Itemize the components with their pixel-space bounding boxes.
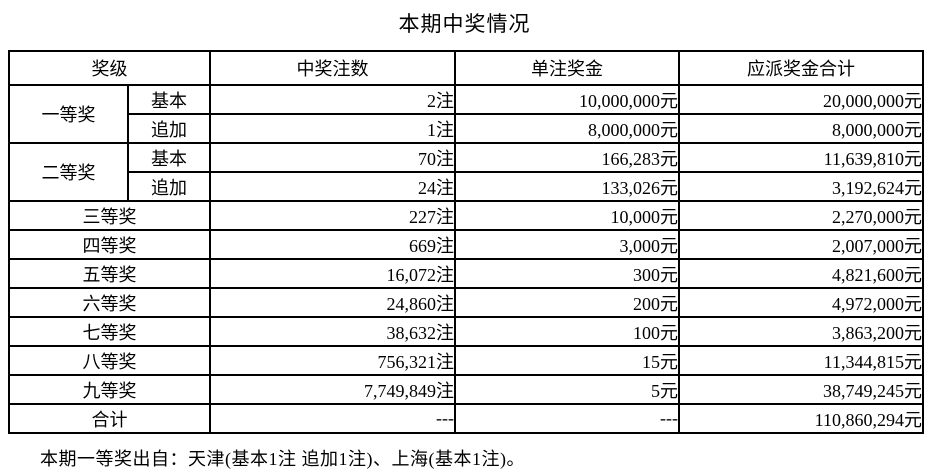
prize-type-cell: 基本 [127,142,211,173]
table-row-total: 合计 --- --- 110,860,294元 [8,403,924,434]
total-prize-cell: 38,749,245元 [678,374,924,405]
winning-count-cell: 16,072注 [209,258,456,289]
header-single-prize: 单注奖金 [454,50,680,86]
single-prize-cell: 10,000元 [454,200,680,231]
single-prize-cell: --- [454,403,680,434]
prize-level-cell: 九等奖 [8,374,211,405]
winning-count-cell: --- [209,403,456,434]
prize-type-cell: 追加 [127,113,211,144]
total-prize-cell: 110,860,294元 [678,403,924,434]
total-prize-cell: 2,007,000元 [678,229,924,260]
table-row: 五等奖 16,072注 300元 4,821,600元 [8,258,924,289]
table-row: 九等奖 7,749,849注 5元 38,749,245元 [8,374,924,405]
winning-count-cell: 24,860注 [209,287,456,318]
winning-count-cell: 756,321注 [209,345,456,376]
prize-level-cell: 八等奖 [8,345,211,376]
header-row: 奖级 中奖注数 单注奖金 应派奖金合计 [8,50,924,86]
prize-level-cell: 三等奖 [8,200,211,231]
total-prize-cell: 2,270,000元 [678,200,924,231]
total-prize-cell: 3,192,624元 [678,171,924,202]
table-row: 一等奖 基本 2注 10,000,000元 20,000,000元 [8,84,924,144]
single-prize-cell: 5元 [454,374,680,405]
prize-level-cell: 一等奖 [8,84,129,144]
prize-level-cell: 六等奖 [8,287,211,318]
table-row: 追加 24注 133,026元 3,192,624元 [9,171,924,202]
winning-count-cell: 38,632注 [209,316,456,347]
header-winning-count: 中奖注数 [209,50,456,86]
single-prize-cell: 10,000,000元 [454,84,680,115]
single-prize-cell: 8,000,000元 [454,113,680,144]
header-prize-level: 奖级 [8,50,211,86]
single-prize-cell: 200元 [454,287,680,318]
winning-count-cell: 70注 [209,142,456,173]
winning-count-cell: 7,749,849注 [209,374,456,405]
page-title: 本期中奖情况 [398,12,531,36]
table-row: 七等奖 38,632注 100元 3,863,200元 [8,316,924,347]
winning-count-cell: 227注 [209,200,456,231]
total-prize-cell: 20,000,000元 [678,84,924,115]
total-prize-cell: 4,972,000元 [678,287,924,318]
winning-count-cell: 669注 [209,229,456,260]
prize-level-cell: 七等奖 [8,316,211,347]
total-prize-cell: 11,344,815元 [678,345,924,376]
prize-level-cell: 五等奖 [8,258,211,289]
table-row: 二等奖 基本 70注 166,283元 11,639,810元 [8,142,924,202]
header-total-prize: 应派奖金合计 [678,50,924,86]
single-prize-cell: 133,026元 [454,171,680,202]
footer-note: 本期一等奖出自：天津(基本1注 追加1注)、上海(基本1注)。 [40,449,525,469]
prize-level-cell: 合计 [8,403,211,434]
table-row: 四等奖 669注 3,000元 2,007,000元 [8,229,924,260]
total-prize-cell: 11,639,810元 [678,142,924,173]
table-row: 八等奖 756,321注 15元 11,344,815元 [8,345,924,376]
single-prize-cell: 166,283元 [454,142,680,173]
prize-level-cell: 二等奖 [8,142,129,202]
prize-table: 奖级 中奖注数 单注奖金 应派奖金合计 一等奖 基本 2注 10,000,000… [8,50,924,434]
winning-count-cell: 2注 [209,84,456,115]
single-prize-cell: 15元 [454,345,680,376]
single-prize-cell: 100元 [454,316,680,347]
winning-count-cell: 1注 [209,113,456,144]
total-prize-cell: 3,863,200元 [678,316,924,347]
table-row: 六等奖 24,860注 200元 4,972,000元 [8,287,924,318]
total-prize-cell: 4,821,600元 [678,258,924,289]
table-row: 追加 1注 8,000,000元 8,000,000元 [9,113,924,144]
prize-type-cell: 基本 [127,84,211,115]
single-prize-cell: 300元 [454,258,680,289]
single-prize-cell: 3,000元 [454,229,680,260]
winning-count-cell: 24注 [209,171,456,202]
prize-level-cell: 四等奖 [8,229,211,260]
total-prize-cell: 8,000,000元 [678,113,924,144]
table-row: 三等奖 227注 10,000元 2,270,000元 [8,200,924,231]
prize-type-cell: 追加 [127,171,211,202]
